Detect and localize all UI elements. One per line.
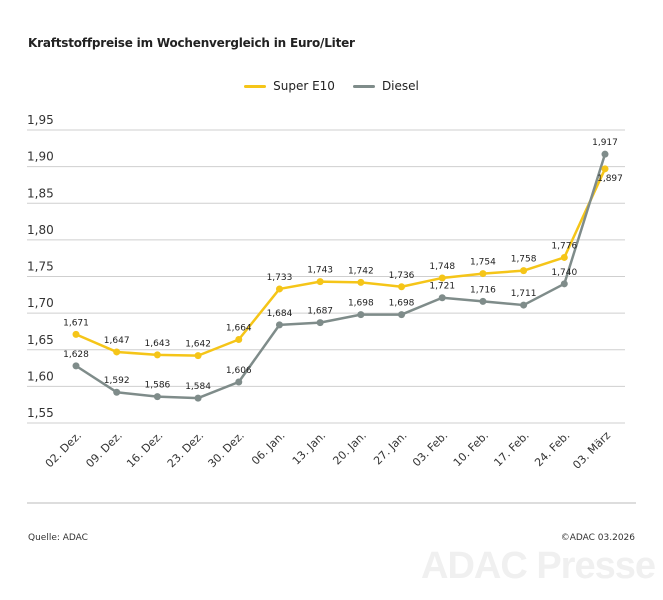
x-tick-label: 27. Jan. [371,429,410,468]
y-tick-label: 1,80 [27,223,54,237]
y-tick-label: 1,70 [27,296,54,310]
data-label: 1,671 [63,318,89,328]
data-label: 1,647 [104,336,130,346]
data-point [560,280,568,288]
legend-label: Diesel [381,79,419,93]
data-label: 1,606 [226,366,252,376]
x-tick-label: 03. Feb. [410,429,450,469]
data-point [520,301,528,309]
data-label: 1,754 [470,258,496,268]
data-point [235,335,243,343]
series-line-super-e10 [75,168,607,357]
y-tick-label: 1,75 [27,260,54,274]
source-note: Quelle: ADAC [28,533,88,543]
data-label: 1,643 [145,339,171,349]
data-label: 1,748 [429,262,455,272]
data-point [275,285,283,293]
data-label: 1,742 [348,266,374,276]
x-tick-label: 02. Dez. [43,429,84,470]
data-label: 1,897 [597,174,623,184]
legend-swatch [352,84,375,88]
data-label: 1,740 [551,268,577,278]
data-point [601,150,609,158]
legend-swatch [244,84,267,88]
data-label: 1,687 [307,307,333,317]
data-label: 1,584 [185,382,211,392]
data-label: 1,721 [429,282,455,292]
y-tick-label: 1,85 [27,186,54,200]
chart-title: Kraftstoffpreise im Wochenvergleich in E… [28,36,355,50]
data-point [153,393,161,401]
x-tick-label: 30. Dez. [206,429,247,470]
data-label: 1,642 [185,340,211,350]
data-point [194,352,202,360]
data-point [235,378,243,386]
x-tick-label: 23. Dez. [165,429,206,470]
data-point [560,253,568,261]
x-tick-label: 03. März [570,429,613,472]
x-tick-label: 13. Jan. [290,429,329,468]
data-point [153,351,161,359]
data-point [479,270,487,278]
x-tick-label: 24. Feb. [532,429,572,469]
data-label: 1,917 [592,138,618,148]
data-label: 1,698 [389,299,415,309]
data-label: 1,733 [267,273,293,283]
data-point [601,165,609,173]
data-point [398,283,406,291]
data-point [113,348,121,356]
watermark: ADAC Presse [421,545,656,587]
data-point [72,362,80,370]
y-tick-label: 1,60 [27,369,54,383]
data-label: 1,628 [63,350,89,360]
data-point [438,294,446,302]
x-tick-label: 10. Feb. [451,429,491,469]
data-point [520,267,528,275]
data-point [275,321,283,329]
legend-item-super-e10: Super E10 [244,79,335,93]
data-label: 1,592 [104,376,130,386]
data-point [438,274,446,282]
data-point [479,297,487,305]
data-label: 1,586 [145,381,171,391]
legend-label: Super E10 [273,79,335,93]
x-tick-label: 09. Dez. [83,429,124,470]
legend-item-diesel: Diesel [352,79,419,93]
data-point [357,311,365,319]
data-point [316,319,324,327]
y-tick-label: 1,55 [27,406,54,420]
data-label: 1,758 [511,255,537,265]
data-label: 1,664 [226,323,252,333]
data-label: 1,743 [307,266,333,276]
series-line-diesel [75,153,607,400]
copyright-note: ©ADAC 03.2026 [560,533,635,543]
y-tick-label: 1,90 [27,150,54,164]
data-label: 1,711 [511,289,537,299]
data-point [316,278,324,286]
data-point [398,311,406,319]
data-point [113,388,121,396]
y-tick-label: 1,95 [27,113,54,127]
data-label: 1,698 [348,299,374,309]
y-tick-label: 1,65 [27,333,54,347]
x-tick-label: 20. Jan. [330,429,369,468]
data-label: 1,776 [551,241,577,251]
data-point [72,330,80,338]
data-point [357,278,365,286]
x-tick-label: 17. Feb. [491,429,531,469]
x-tick-label: 06. Jan. [249,429,288,468]
data-label: 1,716 [470,285,496,295]
data-label: 1,736 [389,271,415,281]
legend: Super E10 Diesel [0,79,663,93]
data-point [194,394,202,402]
data-label: 1,684 [267,309,293,319]
x-tick-label: 16. Dez. [124,429,165,470]
